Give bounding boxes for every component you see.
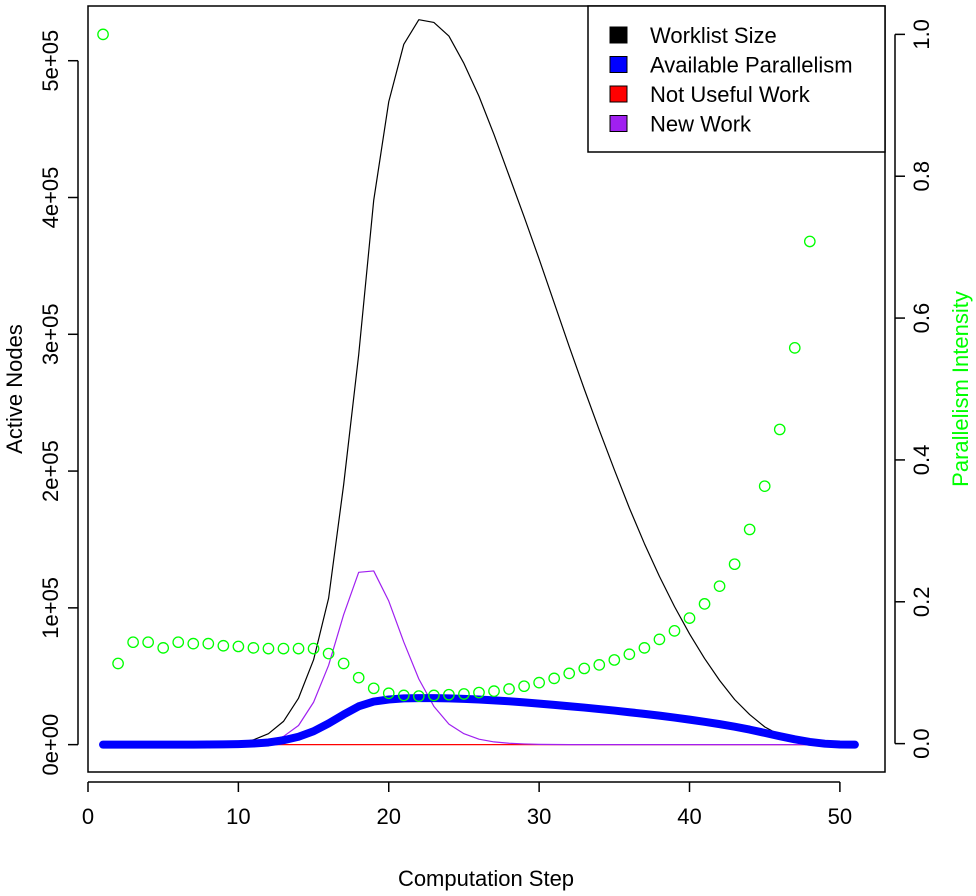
legend: Worklist Size Available Parallelism Not Us… [587, 5, 886, 153]
y-tick-label: 4e+05 [38, 167, 63, 229]
intensity-point [593, 659, 606, 671]
intensity-point [488, 685, 500, 697]
legend-swatch [609, 56, 628, 73]
y-tick-label: 5e+05 [38, 30, 63, 92]
intensity-point [172, 636, 185, 649]
series-available-parallelism [99, 694, 859, 749]
intensity-point [202, 637, 215, 650]
series-new-work [102, 570, 856, 746]
x-axis-title: Computation Step [398, 866, 574, 891]
intensity-point [292, 642, 305, 655]
intensity-point [743, 523, 756, 536]
intensity-point [217, 639, 230, 652]
intensity-point [683, 612, 696, 624]
y2-axis-title: Parallelism Intensity [948, 291, 973, 487]
intensity-point [788, 342, 801, 354]
y-tick-label: 1e+05 [38, 577, 63, 639]
intensity-point [187, 637, 200, 650]
series-layer [99, 19, 859, 749]
intensity-point [352, 671, 365, 684]
y-axis-right: 0.0 0.2 0.4 0.6 0.8 1.0 [894, 19, 934, 759]
intensity-point [382, 687, 395, 700]
legend-box [587, 5, 886, 153]
intensity-point [563, 667, 576, 680]
x-tick-label: 10 [226, 804, 250, 829]
x-tick-label: 40 [677, 804, 701, 829]
x-tick-label: 20 [377, 804, 401, 829]
intensity-point [548, 672, 561, 685]
intensity-point [623, 648, 636, 661]
intensity-point [397, 689, 410, 702]
intensity-point [337, 657, 350, 670]
legend-swatch [609, 115, 628, 132]
points-layer [97, 28, 861, 702]
intensity-point [247, 642, 260, 654]
intensity-point [443, 688, 455, 701]
intensity-point [758, 480, 771, 493]
intensity-point [157, 642, 170, 654]
intensity-point [262, 642, 275, 655]
y-tick-label: 3e+05 [38, 303, 63, 365]
legend-swatch [609, 85, 628, 103]
legend-label: Worklist Size [650, 23, 777, 48]
intensity-point [668, 625, 681, 637]
y-tick-label: 0e+00 [38, 714, 63, 776]
legend-label: Available Parallelism [650, 53, 853, 78]
intensity-point [428, 689, 440, 702]
intensity-point [803, 235, 816, 248]
x-tick-label: 30 [527, 804, 551, 829]
y2-tick-label: 0.2 [909, 586, 934, 617]
intensity-point [503, 683, 515, 695]
intensity-point [458, 688, 470, 700]
intensity-point [578, 662, 591, 675]
plot-frame [87, 5, 886, 773]
intensity-point [533, 676, 545, 689]
intensity-point [608, 654, 621, 666]
x-tick-label: 0 [82, 804, 94, 829]
legend-label: New Work [650, 112, 752, 137]
intensity-point [473, 686, 485, 699]
y2-tick-label: 0.6 [909, 303, 934, 334]
y-axis-left: 0e+00 1e+05 2e+05 3e+05 4e+05 5e+05 [38, 30, 79, 776]
intensity-point [713, 580, 726, 593]
intensity-point [653, 633, 666, 646]
y2-tick-label: 1.0 [909, 19, 934, 50]
intensity-point [112, 657, 124, 670]
y-tick-label: 2e+05 [38, 440, 63, 502]
y-axis-title: Active Nodes [2, 324, 27, 454]
intensity-point [127, 636, 139, 649]
intensity-point [728, 558, 741, 571]
intensity-point [322, 647, 335, 660]
x-axis: 0 10 20 30 40 50 [82, 781, 852, 829]
y2-tick-label: 0.8 [909, 161, 934, 192]
intensity-point [277, 642, 290, 655]
intensity-point [638, 642, 651, 654]
intensity-point [518, 680, 530, 693]
intensity-point [307, 642, 320, 655]
intensity-point [773, 423, 786, 436]
intensity-point [698, 598, 711, 610]
intensity-point [412, 690, 425, 702]
legend-label: Not Useful Work [650, 82, 811, 107]
y2-tick-label: 0.4 [909, 445, 934, 476]
intensity-point [142, 636, 154, 649]
y2-tick-label: 0.0 [909, 728, 934, 759]
legend-swatch [609, 26, 628, 44]
intensity-point [367, 682, 380, 695]
intensity-point [232, 640, 245, 653]
intensity-point [97, 28, 109, 41]
x-tick-label: 50 [828, 804, 852, 829]
